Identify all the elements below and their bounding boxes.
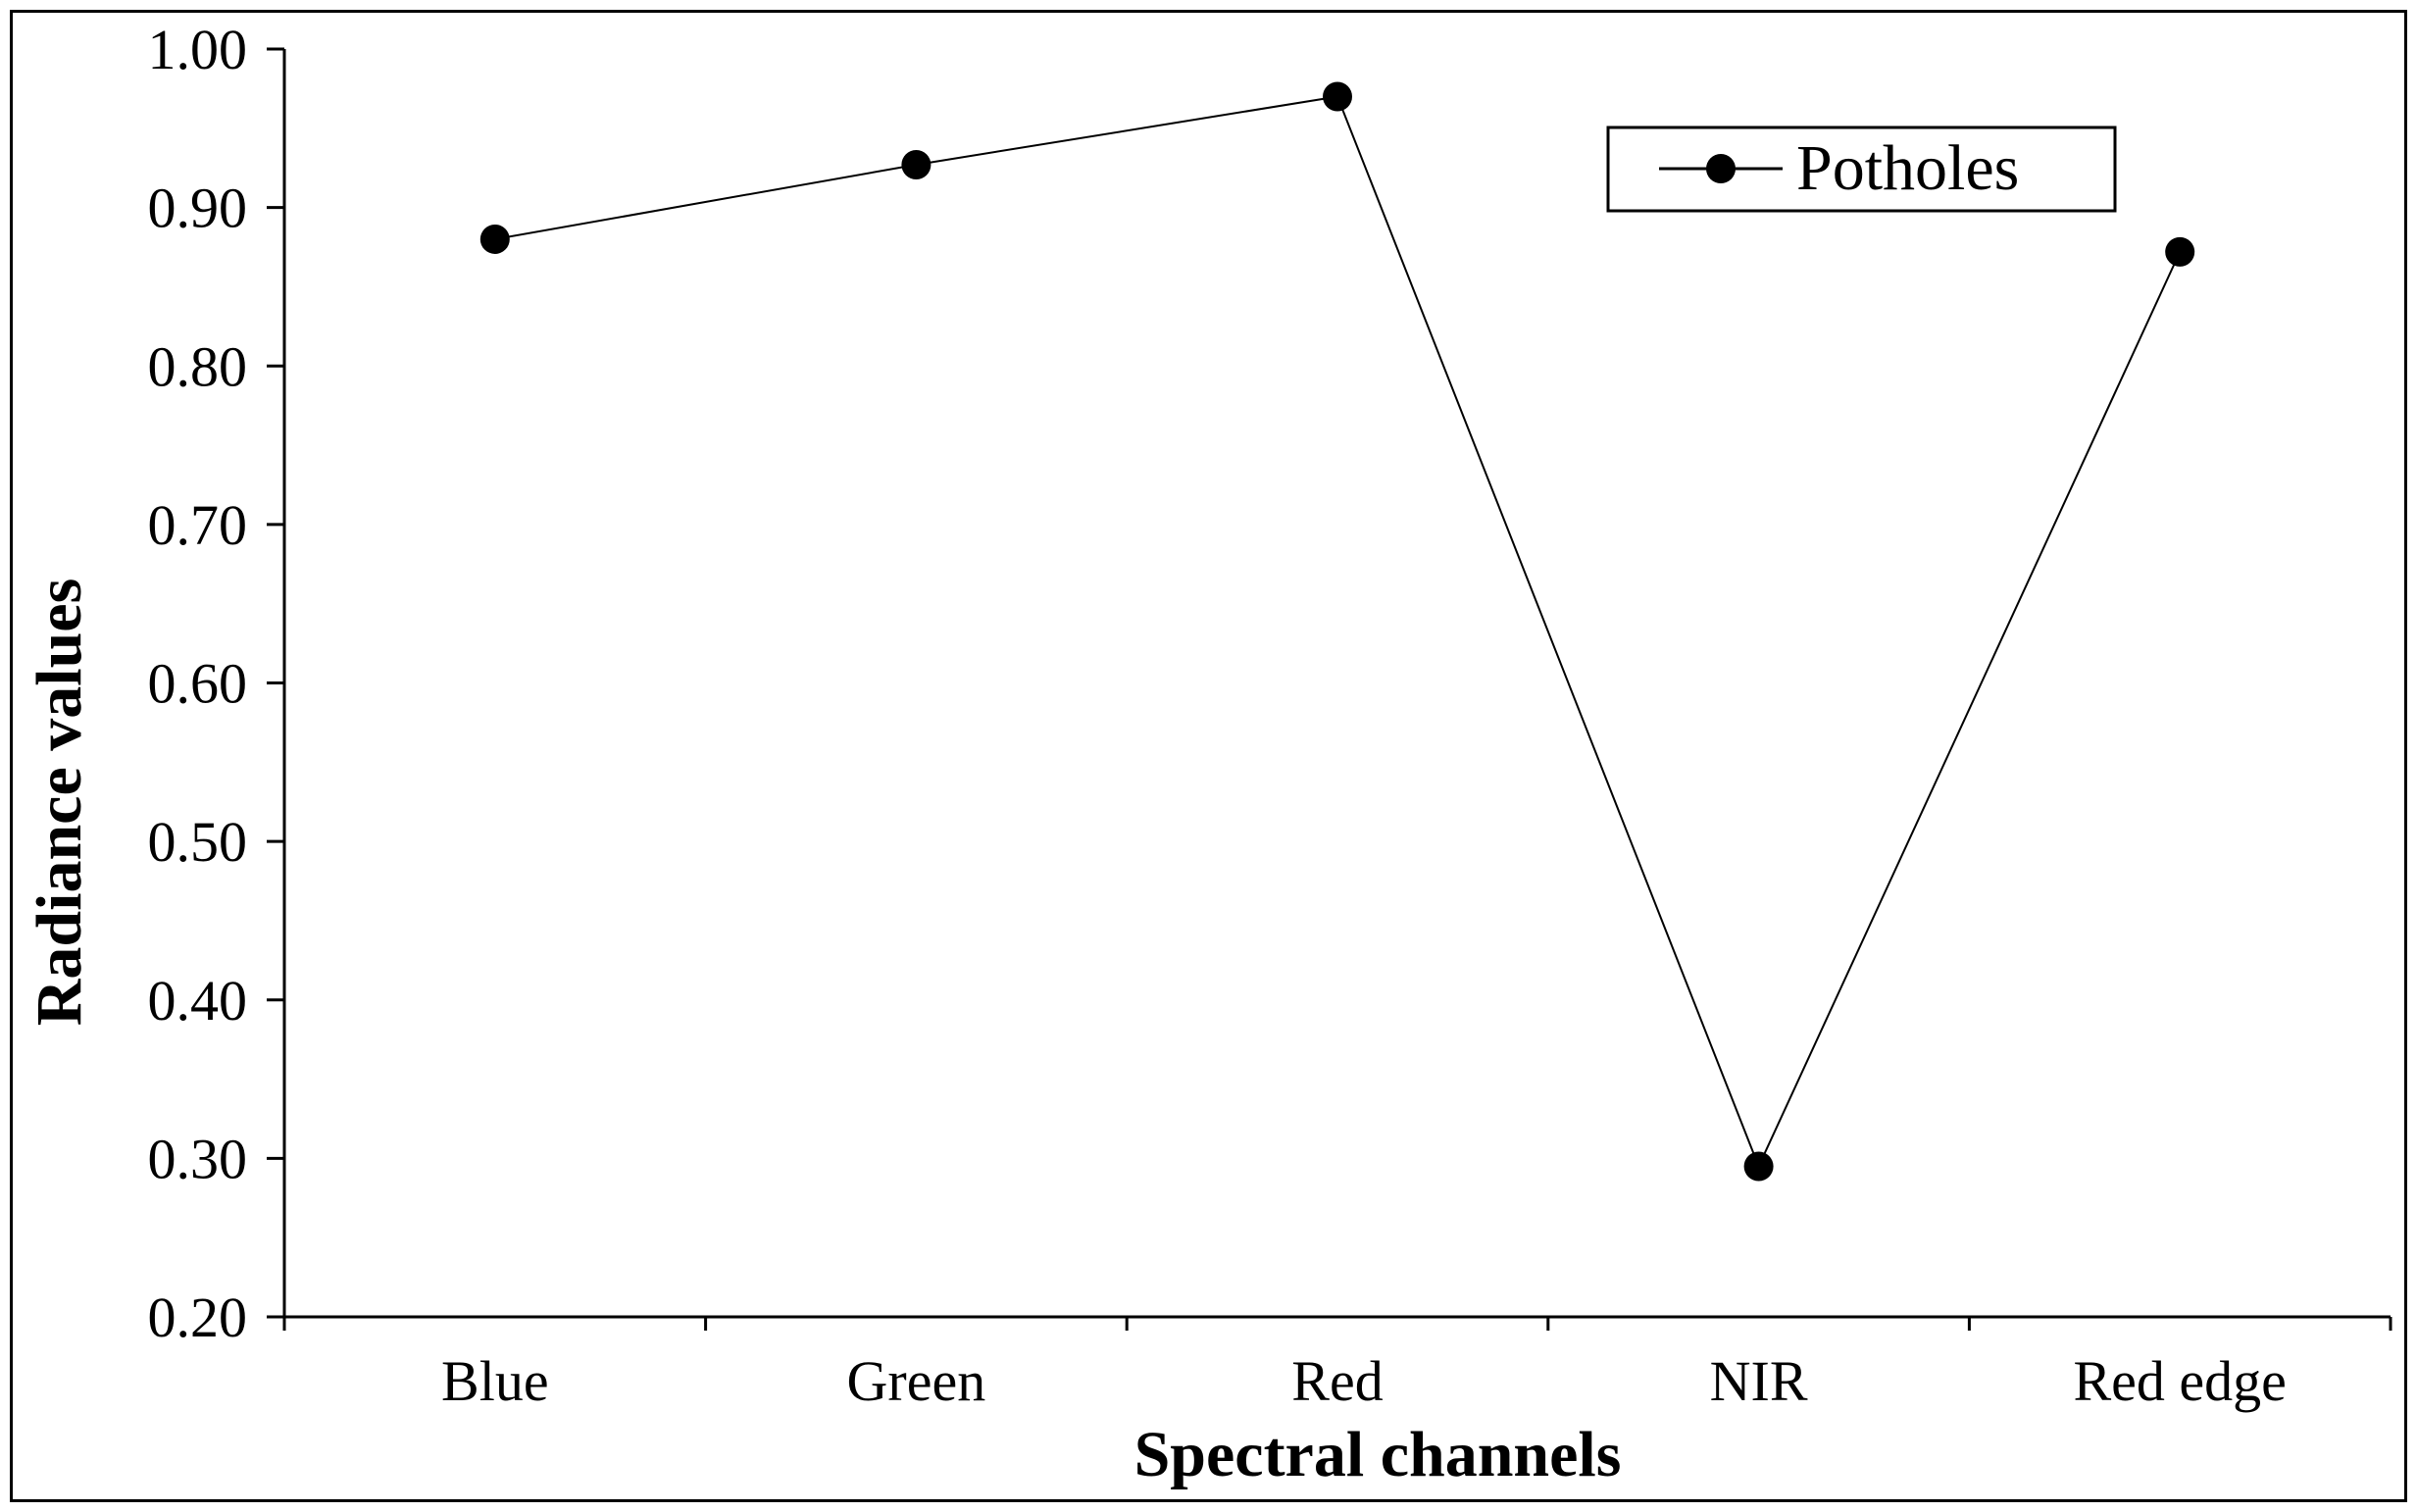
series-line bbox=[494, 95, 2182, 1170]
y-tick-label: 0.30 bbox=[148, 1127, 248, 1190]
y-tick-label: 1.00 bbox=[148, 18, 248, 81]
y-axis-title: Radiance values bbox=[24, 579, 95, 1027]
legend: Potholes bbox=[1606, 126, 2117, 213]
data-point bbox=[1323, 81, 1352, 112]
data-point bbox=[1743, 1151, 1774, 1182]
y-tick-label: 0.20 bbox=[148, 1285, 248, 1349]
legend-marker bbox=[1706, 154, 1736, 183]
x-axis-title: Spectral channels bbox=[1134, 1419, 1622, 1490]
x-tick-label: Blue bbox=[441, 1349, 549, 1413]
data-point bbox=[2165, 236, 2195, 267]
y-tick-label: 0.60 bbox=[148, 652, 248, 716]
y-tick-label: 0.70 bbox=[148, 493, 248, 557]
legend-label: Potholes bbox=[1796, 132, 2019, 204]
data-point bbox=[901, 149, 932, 179]
x-tick-label: Green bbox=[847, 1349, 986, 1413]
y-tick-label: 0.90 bbox=[148, 176, 248, 240]
chart-frame bbox=[10, 10, 2407, 1502]
x-tick-label: Red bbox=[1291, 1349, 1383, 1413]
plot-area bbox=[479, 81, 2195, 1182]
y-axis: 0.20 0.30 0.40 0.50 0.60 0.70 0.80 0.90 1.00 bbox=[148, 18, 286, 1349]
x-tick-label: NIR bbox=[1710, 1349, 1808, 1413]
y-tick-label: 0.40 bbox=[148, 969, 248, 1033]
y-tick-label: 0.80 bbox=[148, 334, 248, 398]
y-tick-label: 0.50 bbox=[148, 810, 248, 874]
x-tick-label: Red edge bbox=[2073, 1349, 2286, 1413]
x-axis: Blue Green Red NIR Red edge bbox=[282, 1315, 2392, 1413]
data-point bbox=[479, 224, 510, 254]
